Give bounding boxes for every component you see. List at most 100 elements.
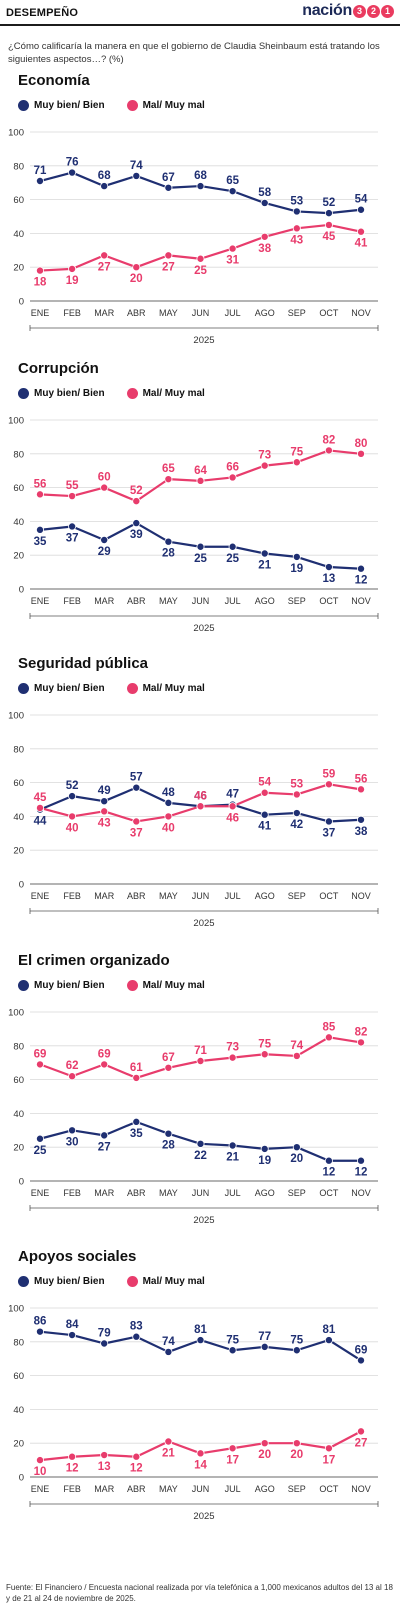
data-point-mal [164, 812, 173, 821]
legend-label: Muy bien/ Bien [34, 100, 105, 111]
x-axis-year-label: 2025 [193, 1215, 214, 1226]
data-point-mal [324, 1444, 333, 1453]
x-tick-label: JUN [192, 1484, 210, 1494]
data-point-bien [100, 535, 109, 544]
data-point-mal [292, 224, 301, 233]
data-point-bien [36, 1327, 45, 1336]
data-label-mal: 66 [226, 461, 239, 473]
data-point-bien [292, 1143, 301, 1152]
legend-swatch [18, 1276, 29, 1287]
legend-label: Muy bien/ Bien [34, 683, 105, 694]
data-label-bien: 71 [34, 165, 47, 177]
data-point-bien [324, 1336, 333, 1345]
data-point-mal [68, 812, 77, 821]
y-tick-label: 20 [13, 263, 24, 274]
data-point-mal [100, 807, 109, 816]
section-label: DESEMPEÑO [6, 7, 79, 19]
data-point-bien [164, 798, 173, 807]
data-point-bien [132, 783, 141, 792]
x-tick-label: JUL [225, 891, 241, 901]
data-label-mal: 38 [258, 243, 271, 255]
data-point-bien [100, 797, 109, 806]
chart-legend: Muy bien/ Bien Mal/ Muy mal [18, 388, 227, 399]
data-point-mal [292, 790, 301, 799]
data-point-mal [324, 1033, 333, 1042]
y-tick-label: 40 [13, 812, 24, 823]
data-point-mal [228, 473, 237, 482]
data-label-mal: 59 [323, 768, 336, 780]
data-point-mal [292, 458, 301, 467]
data-point-mal [68, 1072, 77, 1081]
x-tick-label: MAR [94, 1188, 115, 1198]
legend-item-bien: Muy bien/ Bien [18, 683, 105, 694]
x-tick-label: NOV [351, 891, 371, 901]
page-header: DESEMPEÑO nación 3 2 1 [0, 0, 400, 26]
data-label-bien: 19 [258, 1155, 271, 1167]
data-label-mal: 53 [290, 778, 303, 790]
x-tick-label: SEP [288, 1484, 306, 1494]
data-point-mal [324, 780, 333, 789]
data-point-bien [292, 809, 301, 818]
y-tick-label: 0 [19, 297, 24, 308]
x-tick-label: FEB [63, 1188, 81, 1198]
data-label-mal: 54 [258, 777, 271, 789]
data-label-bien: 74 [130, 160, 143, 172]
data-point-mal [36, 266, 45, 275]
legend-label: Mal/ Muy mal [142, 683, 205, 694]
data-point-bien [356, 815, 365, 824]
data-point-bien [36, 1134, 45, 1143]
y-tick-label: 20 [13, 846, 24, 857]
data-label-mal: 31 [226, 255, 239, 267]
data-point-bien [100, 1131, 109, 1140]
x-tick-label: JUN [192, 891, 210, 901]
data-label-bien: 54 [355, 194, 368, 206]
data-label-mal: 21 [162, 1448, 175, 1460]
y-tick-label: 60 [13, 483, 24, 494]
data-point-mal [356, 785, 365, 794]
chart-plot: 0 20 40 60 80 100 ENE FEB MAR ABR MAY JUN JUL AGO SEP O… [8, 711, 379, 929]
data-label-mal: 41 [355, 238, 368, 250]
data-label-bien: 19 [290, 563, 303, 575]
x-tick-label: JUN [192, 308, 210, 318]
data-label-mal: 18 [34, 277, 47, 289]
data-label-bien: 44 [34, 816, 47, 828]
x-axis-year-label: 2025 [193, 1511, 214, 1522]
data-label-bien: 49 [98, 785, 111, 797]
data-label-bien: 75 [290, 1334, 303, 1346]
legend-swatch [18, 100, 29, 111]
data-point-bien [164, 1347, 173, 1356]
data-label-bien: 30 [66, 1136, 79, 1148]
data-point-bien [68, 522, 77, 531]
data-point-bien [68, 1126, 77, 1135]
x-tick-label: FEB [63, 596, 81, 606]
x-tick-label: SEP [288, 891, 306, 901]
data-point-bien [196, 542, 205, 551]
data-label-mal: 43 [98, 817, 111, 829]
x-tick-label: JUN [192, 596, 210, 606]
data-point-mal [356, 449, 365, 458]
data-label-bien: 29 [98, 546, 111, 558]
data-point-bien [356, 205, 365, 214]
data-label-bien: 35 [34, 536, 47, 548]
x-tick-label: AGO [255, 308, 275, 318]
legend-item-mal: Mal/ Muy mal [126, 683, 205, 694]
data-point-mal [68, 1452, 77, 1461]
data-label-bien: 69 [355, 1344, 368, 1356]
data-point-bien [228, 1346, 237, 1355]
data-label-mal: 20 [258, 1449, 271, 1461]
x-tick-label: FEB [63, 891, 81, 901]
data-point-bien [196, 1139, 205, 1148]
data-point-bien [356, 564, 365, 573]
data-point-bien [196, 1336, 205, 1345]
data-label-mal: 19 [66, 275, 79, 287]
y-tick-label: 100 [8, 711, 24, 722]
y-tick-label: 100 [8, 128, 24, 139]
data-label-bien: 52 [66, 780, 79, 792]
data-label-mal: 20 [130, 273, 143, 285]
data-label-mal: 65 [162, 463, 175, 475]
brand-digit-1: 3 [353, 4, 366, 18]
x-tick-label: OCT [319, 1188, 339, 1198]
chart-title: Economía [18, 72, 90, 89]
data-point-mal [260, 461, 269, 470]
data-label-mal: 75 [290, 446, 303, 458]
